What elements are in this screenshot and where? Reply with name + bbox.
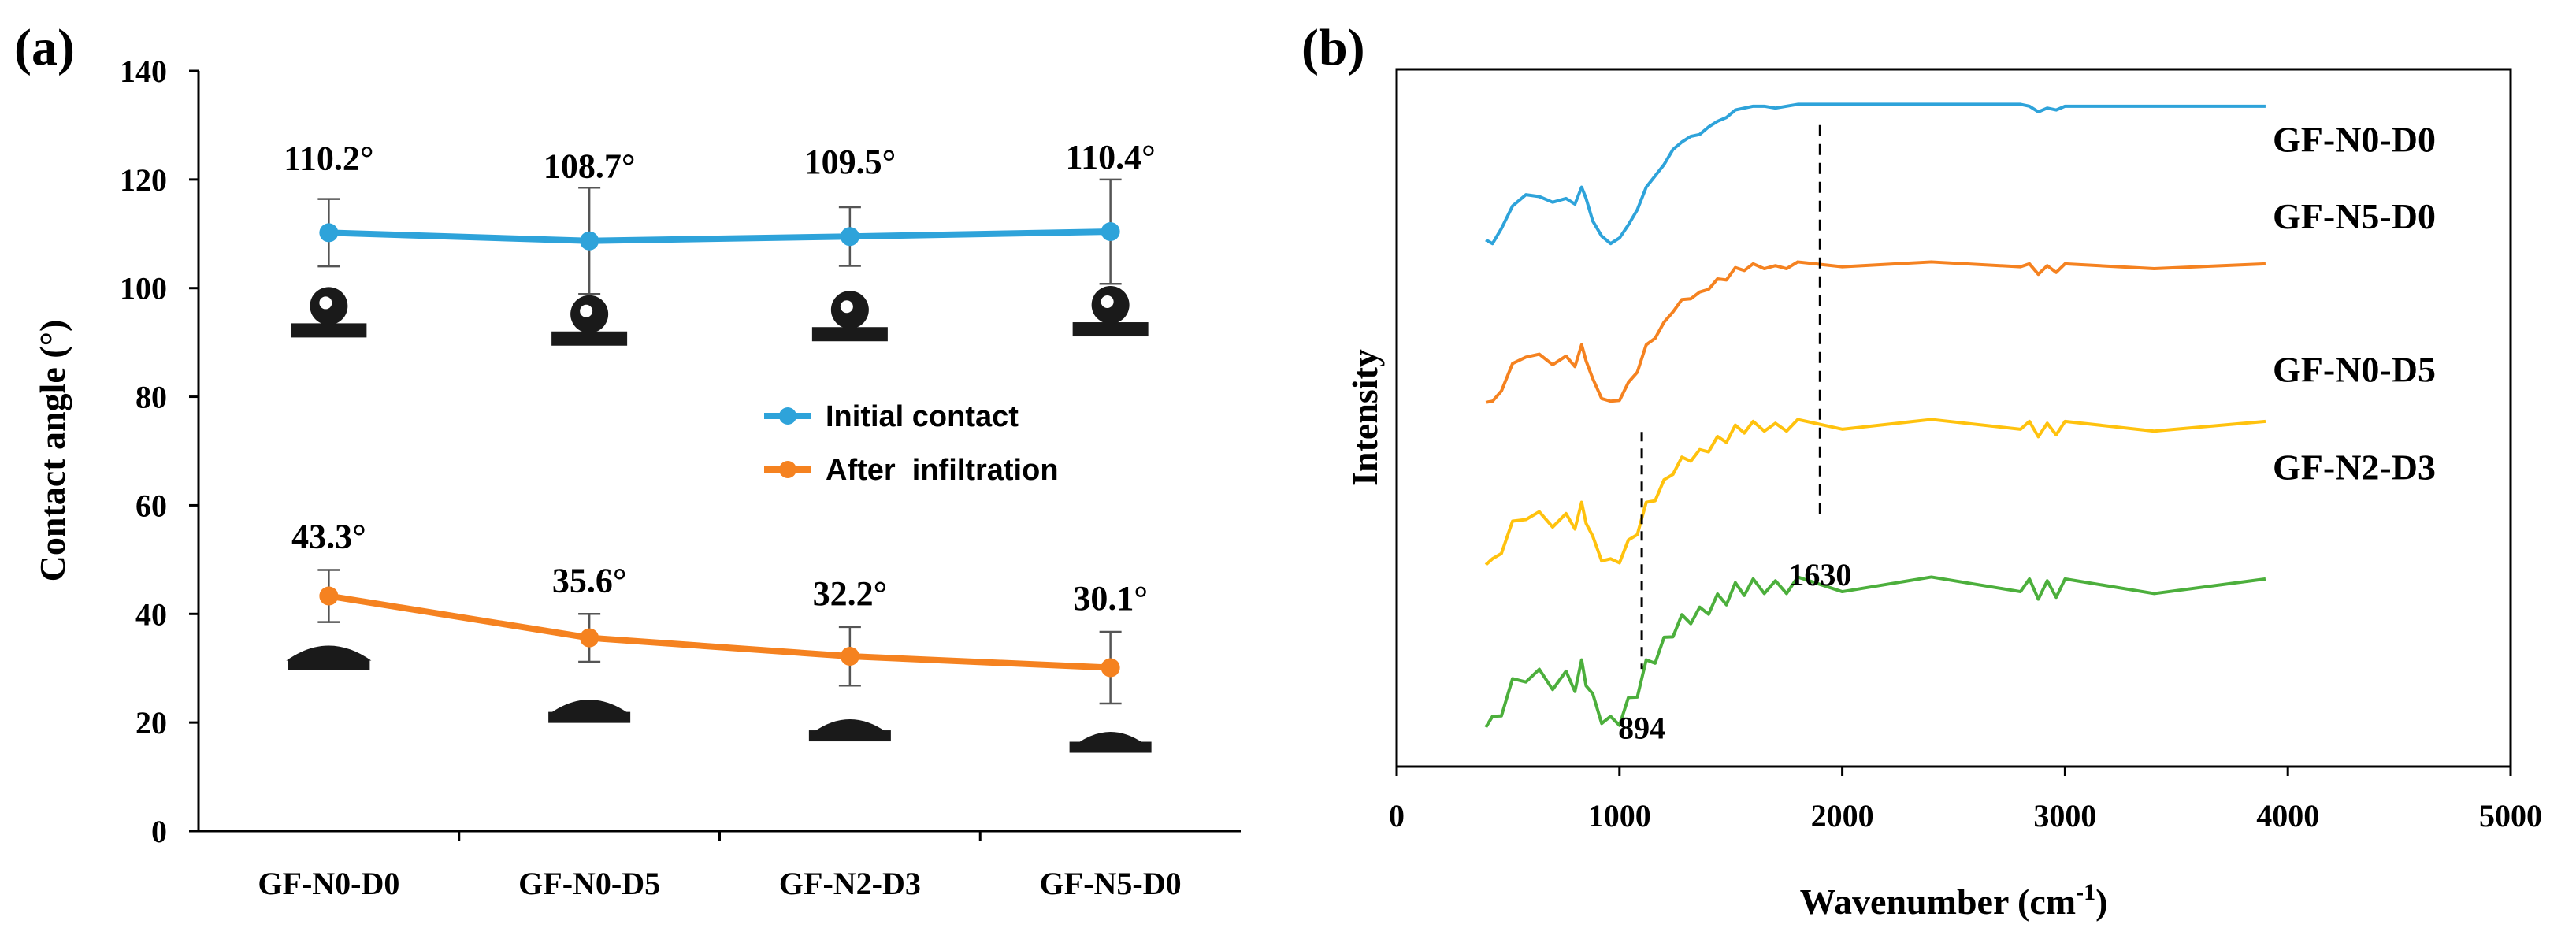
x-axis-title-end: ): [2095, 882, 2107, 922]
droplet-low: [813, 719, 886, 733]
droplet-substrate: [551, 331, 628, 346]
legend-item-initial: Initial contact: [764, 400, 1019, 433]
spectrum-gf-n0-d0: [1485, 102, 2266, 246]
droplet-low: [550, 700, 629, 714]
line-initial-contact: [328, 228, 1111, 244]
legend-label-initial: Initial contact: [826, 400, 1019, 433]
data-label: 30.1°: [1073, 579, 1148, 618]
y-tick-label: 140: [120, 54, 167, 89]
y-axis-title: Contact angle (°): [32, 320, 72, 582]
point-initial: [580, 231, 599, 251]
point-after: [319, 586, 339, 606]
droplet-substrate: [291, 323, 367, 338]
droplet-substrate: [548, 711, 631, 723]
x-tick-label: GF-N5-D0: [1040, 866, 1182, 901]
droplet-substrate: [1069, 741, 1152, 753]
legend-label-after: After infiltration: [826, 454, 1059, 487]
data-label: 110.4°: [1066, 138, 1156, 176]
x-tick-label-b: 4000: [2256, 798, 2319, 833]
panel-b: (b) Intensity Wavenumber (cm-1) 0 1000 200…: [1301, 19, 2542, 922]
spectrum-gf-n0-d5: [1484, 418, 2266, 566]
y-tick-label: 20: [135, 705, 167, 741]
spectrum-gf-n2-d3: [1484, 575, 2266, 729]
point-after: [580, 628, 599, 648]
legend-marker-after: [779, 461, 796, 478]
panel-b-label: (b): [1301, 19, 1365, 76]
ftir-spectra: [1484, 102, 2266, 729]
x-tick-label-b: 0: [1389, 798, 1405, 833]
legend-marker-initial: [779, 407, 796, 425]
point-initial: [840, 227, 859, 247]
x-tick-label: GF-N0-D5: [518, 866, 660, 901]
droplet-highlight: [580, 304, 593, 317]
legend-item-after: After infiltration: [764, 454, 1059, 487]
y-tick-label: 0: [151, 814, 167, 849]
droplet-highlight: [319, 296, 332, 310]
point-after: [840, 647, 859, 666]
series-name-label: GF-N0-D0: [2273, 120, 2436, 160]
x-tick-label-b: 5000: [2479, 798, 2542, 833]
point-initial: [319, 223, 339, 243]
point-initial: [1101, 222, 1120, 242]
data-label: 32.2°: [813, 574, 888, 613]
spectrum-gf-n5-d0: [1485, 260, 2266, 404]
data-label: 43.3°: [291, 517, 366, 555]
point-after: [1101, 658, 1120, 678]
series-name-label: GF-N2-D3: [2273, 447, 2436, 487]
y-tick-label: 60: [135, 488, 167, 523]
data-label: 109.5°: [804, 143, 896, 181]
line-after-infiltration: [328, 592, 1111, 671]
data-points: [319, 222, 1120, 678]
panel-a-label: (a): [14, 19, 75, 76]
x-axis-title: Wavenumber (cm-1): [1800, 879, 2108, 922]
y-axis-title-intensity: Intensity: [1345, 349, 1385, 486]
y-tick-label: 80: [135, 380, 167, 415]
droplet-low: [286, 645, 372, 661]
data-labels: 110.2° 108.7° 109.5° 110.4° 43.3° 35.6° 32.2° 3…: [284, 138, 1155, 618]
droplet-substrate: [1072, 322, 1149, 337]
peak-annotations: 1630 894: [1618, 124, 1851, 746]
y-tick-label: 100: [120, 271, 167, 306]
series-lines: [328, 228, 1111, 671]
data-label: 110.2°: [284, 139, 373, 177]
x-axis-title-main: Wavenumber (cm: [1800, 882, 2077, 922]
droplet-substrate: [808, 730, 891, 742]
y-tick-label: 120: [120, 162, 167, 198]
series-name-label: GF-N0-D5: [2273, 350, 2436, 390]
x-ticks-b: 0 1000 2000 3000 4000 5000: [1389, 767, 2542, 833]
panel-a: (a) Contact angle (°) 0 20 40 60 80 100 120 140…: [14, 19, 1241, 901]
droplet-low: [1077, 732, 1144, 744]
droplet-substrate: [288, 659, 370, 670]
droplet-highlight: [1101, 295, 1114, 309]
series-names: GF-N0-D0 GF-N5-D0 GF-N0-D5 GF-N2-D3: [2273, 120, 2436, 488]
x-tick-label-b: 3000: [2033, 798, 2096, 833]
y-ticks: 0 20 40 60 80 100 120 140: [120, 54, 199, 849]
x-tick-label-b: 2000: [1811, 798, 1874, 833]
data-label: 108.7°: [544, 147, 636, 186]
droplet-substrate: [811, 327, 888, 342]
y-tick-label: 40: [135, 596, 167, 632]
legend: Initial contact After infiltration: [764, 400, 1059, 487]
error-bars: [317, 178, 1122, 705]
droplet-highlight: [840, 300, 853, 314]
data-label: 35.6°: [552, 561, 627, 600]
x-tick-label-b: 1000: [1588, 798, 1651, 833]
x-ticks: GF-N0-D0 GF-N0-D5 GF-N2-D3 GF-N5-D0: [258, 831, 1182, 901]
x-tick-label: GF-N2-D3: [779, 866, 921, 901]
series-name-label: GF-N5-D0: [2273, 196, 2436, 236]
peak-label-894: 894: [1618, 711, 1665, 746]
x-tick-label: GF-N0-D0: [258, 866, 399, 901]
droplet-images: [286, 286, 1152, 753]
x-axis-title-sup: -1: [2076, 879, 2095, 905]
plot-frame: [1395, 68, 2512, 768]
peak-label-1630: 1630: [1788, 557, 1851, 592]
